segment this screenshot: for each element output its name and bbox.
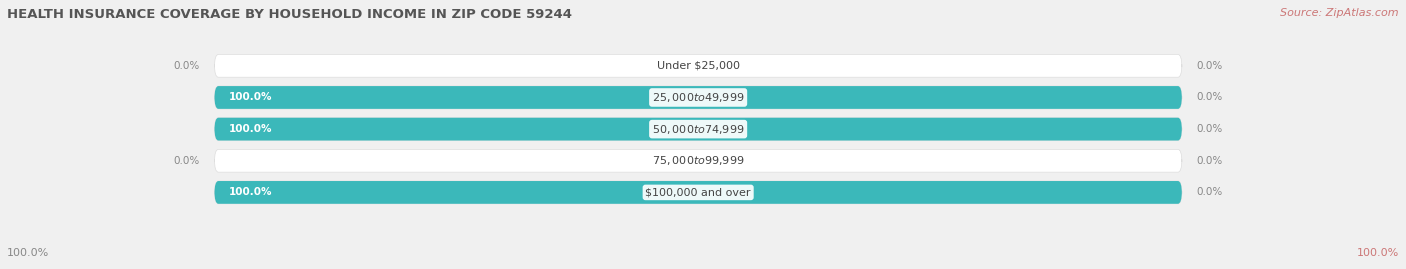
FancyBboxPatch shape: [215, 86, 1182, 109]
Text: 0.0%: 0.0%: [1197, 93, 1223, 102]
Text: $100,000 and over: $100,000 and over: [645, 187, 751, 197]
FancyBboxPatch shape: [215, 181, 1182, 204]
Text: $75,000 to $99,999: $75,000 to $99,999: [652, 154, 744, 167]
Text: $25,000 to $49,999: $25,000 to $49,999: [652, 91, 744, 104]
Text: 100.0%: 100.0%: [229, 187, 273, 197]
Text: Source: ZipAtlas.com: Source: ZipAtlas.com: [1281, 8, 1399, 18]
Text: 0.0%: 0.0%: [174, 61, 200, 71]
FancyBboxPatch shape: [215, 149, 1182, 172]
Text: HEALTH INSURANCE COVERAGE BY HOUSEHOLD INCOME IN ZIP CODE 59244: HEALTH INSURANCE COVERAGE BY HOUSEHOLD I…: [7, 8, 572, 21]
Text: 100.0%: 100.0%: [7, 248, 49, 258]
Text: 100.0%: 100.0%: [1357, 248, 1399, 258]
Text: 0.0%: 0.0%: [1197, 61, 1223, 71]
Text: $50,000 to $74,999: $50,000 to $74,999: [652, 123, 744, 136]
Text: 0.0%: 0.0%: [174, 156, 200, 166]
Text: 100.0%: 100.0%: [229, 124, 273, 134]
FancyBboxPatch shape: [215, 54, 1182, 77]
Text: 100.0%: 100.0%: [229, 93, 273, 102]
Text: 0.0%: 0.0%: [1197, 187, 1223, 197]
FancyBboxPatch shape: [215, 86, 1182, 109]
FancyBboxPatch shape: [215, 118, 1182, 140]
Text: 0.0%: 0.0%: [1197, 124, 1223, 134]
FancyBboxPatch shape: [215, 118, 1182, 140]
Text: 0.0%: 0.0%: [1197, 156, 1223, 166]
Text: Under $25,000: Under $25,000: [657, 61, 740, 71]
FancyBboxPatch shape: [215, 181, 1182, 204]
